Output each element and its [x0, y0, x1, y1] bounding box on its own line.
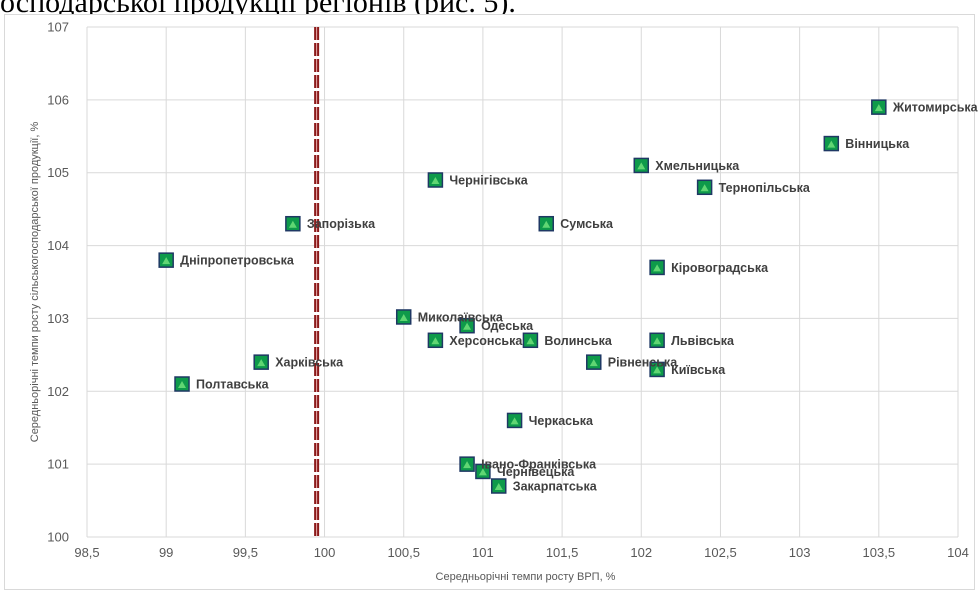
y-tick-label: 105: [47, 165, 69, 180]
x-tick-label: 102: [630, 545, 652, 560]
data-point-marker: [459, 317, 475, 334]
data-point-marker: [285, 215, 301, 232]
y-axis-title: Середньорічні темпи росту сільськогоспод…: [29, 122, 41, 443]
data-point-marker: [649, 332, 665, 349]
data-point-marker: [475, 463, 491, 480]
data-point-label: Запорізька: [307, 217, 376, 231]
data-point-marker: [522, 332, 539, 349]
data-point-label: Хмельницька: [655, 159, 740, 173]
tick-labels: 98,5 99 99,5 100 100,5 101 101,5 102 102,5 103 103…: [47, 20, 969, 561]
data-point-label: Рівненська: [608, 356, 678, 370]
data-point-marker: [158, 252, 174, 268]
y-tick-label: 101: [47, 457, 69, 472]
data-point-label: Херсонська: [449, 334, 523, 348]
y-tick-label: 100: [47, 530, 69, 545]
x-tick-label: 100: [314, 545, 336, 560]
data-point-marker: [427, 332, 444, 349]
data-point-label: Київська: [671, 363, 726, 377]
data-point-label: Івано-Франківська: [481, 458, 597, 472]
x-tick-label: 100,5: [387, 545, 420, 560]
data-point-marker: [586, 354, 602, 370]
point-labels: Житомирська Вінницька Хмельницька Тернопіль…: [180, 101, 979, 494]
data-point-label: Одеська: [481, 319, 534, 333]
x-tick-label: 104: [947, 545, 969, 560]
data-points: [158, 99, 887, 494]
data-point-label: Закарпатська: [513, 480, 598, 494]
data-point-label: Житомирська: [892, 101, 979, 115]
data-point-marker: [871, 99, 887, 115]
data-point-marker: [538, 215, 555, 232]
data-point-marker: [490, 478, 507, 494]
data-point-label: Чернігівська: [449, 174, 528, 188]
x-tick-label: 99,5: [233, 545, 258, 560]
data-point-label: Львівська: [671, 334, 735, 348]
data-point-label: Сумська: [560, 217, 614, 231]
y-tick-label: 106: [47, 92, 69, 107]
data-point-label: Полтавська: [196, 378, 270, 392]
data-point-label: Волинська: [544, 334, 612, 348]
data-point-label: Харківська: [275, 356, 344, 370]
y-tick-label: 103: [47, 311, 69, 326]
data-point-marker: [633, 157, 650, 174]
x-tick-label: 103: [789, 545, 811, 560]
x-tick-label: 101,5: [546, 545, 579, 560]
data-point-marker: [649, 361, 665, 378]
data-point-label: Вінницька: [845, 137, 910, 151]
data-point-label: Тернопільська: [719, 181, 811, 195]
y-tick-label: 104: [47, 238, 69, 253]
data-point-marker: [696, 179, 713, 196]
x-axis-title: Середньорічні темпи росту ВРП, %: [436, 571, 616, 583]
data-point-label: Чернівецька: [497, 465, 575, 479]
data-point-marker: [506, 412, 523, 429]
x-tick-label: 103,5: [863, 545, 896, 560]
x-tick-label: 101: [472, 545, 494, 560]
x-tick-label: 99: [159, 545, 173, 560]
data-point-label: Дніпропетровська: [180, 254, 295, 268]
data-point-marker: [395, 309, 412, 325]
data-point-marker: [174, 376, 190, 392]
x-tick-label: 98,5: [74, 545, 99, 560]
data-point-marker: [459, 456, 475, 472]
data-point-label: Черкаська: [529, 414, 594, 428]
x-tick-label: 102,5: [704, 545, 737, 560]
gridlines: [86, 26, 959, 538]
data-point-marker: [253, 354, 269, 370]
data-point-label: Кіровоградська: [671, 261, 769, 275]
data-point-label: Миколаївська: [418, 310, 504, 324]
y-tick-label: 107: [47, 20, 69, 35]
data-point-marker: [823, 135, 840, 152]
data-point-marker: [649, 259, 665, 276]
y-tick-label: 102: [47, 384, 69, 399]
data-point-marker: [427, 172, 444, 188]
